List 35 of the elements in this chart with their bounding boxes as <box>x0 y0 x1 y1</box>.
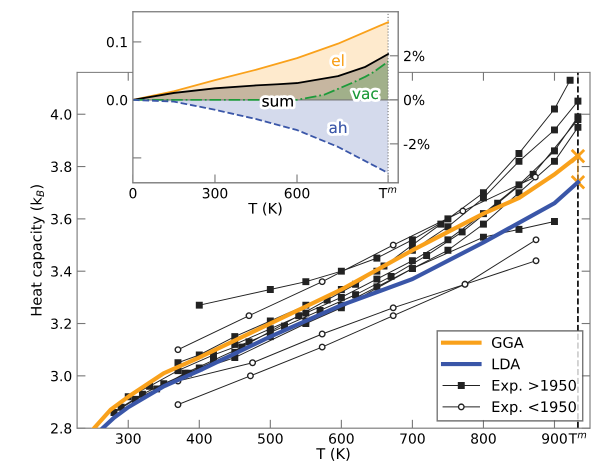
x-tick-label: 300 <box>202 188 228 198</box>
x-tick-label: 800 <box>471 433 496 444</box>
x-tick-label: 700 <box>400 433 425 444</box>
y-tick-label: 3.8 <box>51 162 72 172</box>
y2-tick-label: 2% <box>404 50 424 62</box>
y-tick-label: 2.8 <box>51 423 72 434</box>
x-axis-title: T (K) <box>316 448 350 461</box>
x-tick-label: T$^{m}$ <box>378 187 396 198</box>
y-tick-label: 3.0 <box>51 370 72 382</box>
y2-tick-label: 0% <box>404 94 424 106</box>
x-tick-label: 900 <box>542 433 567 444</box>
y-tick-label: 0.0 <box>106 94 128 106</box>
y-tick-label: 3.6 <box>51 214 72 224</box>
y-axis-title: Heat capacity (k$_{B}$) <box>30 185 45 316</box>
x-tick-label: 500 <box>258 433 283 444</box>
annotation: ah <box>329 121 346 134</box>
legend-label: Exp. <1950 <box>492 401 576 416</box>
x-tick-label: 300 <box>116 433 141 444</box>
y2-tick-label: -2% <box>404 138 430 150</box>
y-tick-label: 3.2 <box>51 318 71 329</box>
x-tick-label: 400 <box>186 433 212 444</box>
annotation: el <box>332 54 344 66</box>
x-tick-label: 600 <box>284 188 310 198</box>
y-tick-label: 0.1 <box>106 36 127 48</box>
annotation: sum <box>262 98 293 107</box>
legend-label: GGA <box>492 336 524 348</box>
y-tick-label: 4.0 <box>50 109 72 120</box>
x-axis-title: T (K) <box>248 202 282 216</box>
x-tick-label: 0 <box>129 188 136 198</box>
x-tick-label: T$^{m}$ <box>568 432 586 444</box>
legend-label: Exp. >1950 <box>492 380 576 394</box>
annotation: vac <box>352 90 378 100</box>
y-tick-label: 3.4 <box>51 266 72 277</box>
legend-label: LDA <box>492 358 520 370</box>
x-tick-label: 600 <box>329 433 354 444</box>
